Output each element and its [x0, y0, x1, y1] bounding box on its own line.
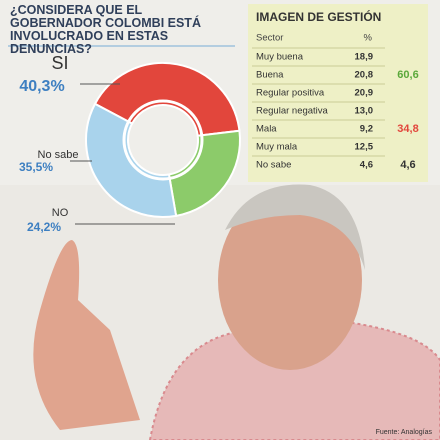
table-header: %: [364, 33, 373, 44]
value-label: 24,2%: [27, 220, 61, 234]
value-label: 35,5%: [19, 160, 53, 174]
legend-label: No sabe: [38, 149, 79, 161]
pct-value: 20,9: [355, 88, 374, 99]
sector-label: Regular negativa: [256, 106, 329, 117]
table-box: [248, 4, 428, 182]
table-header: Sector: [256, 33, 283, 44]
photo: [0, 184, 440, 440]
pct-value: 4,6: [360, 160, 373, 171]
group-total: 4,6: [400, 159, 415, 171]
pct-value: 13,0: [355, 106, 374, 117]
pct-value: 20,8: [355, 70, 374, 81]
sector-label: Muy buena: [256, 52, 304, 63]
sector-label: No sabe: [256, 160, 291, 171]
pie-slice: [167, 129, 241, 218]
table-title: IMAGEN DE GESTIÓN: [256, 9, 381, 24]
sector-label: Mala: [256, 124, 277, 135]
sector-label: Muy mala: [256, 142, 298, 153]
chart-title: ¿CONSIDERA QUE EL GOBERNADOR COLOMBI EST…: [10, 3, 201, 56]
pct-value: 18,9: [355, 52, 374, 63]
legend-label: NO: [52, 207, 69, 219]
group-total: 34,8: [397, 123, 418, 135]
legend-label: SI: [51, 53, 68, 73]
group-total: 60,6: [397, 69, 418, 81]
pct-value: 12,5: [355, 142, 374, 153]
pct-value: 9,2: [360, 124, 373, 135]
donut-ring: [122, 99, 204, 181]
sector-label: Regular positiva: [256, 88, 325, 99]
source: Fuente: Analogías: [376, 429, 433, 436]
value-label: 40,3%: [19, 78, 64, 95]
sector-label: Buena: [256, 70, 284, 81]
